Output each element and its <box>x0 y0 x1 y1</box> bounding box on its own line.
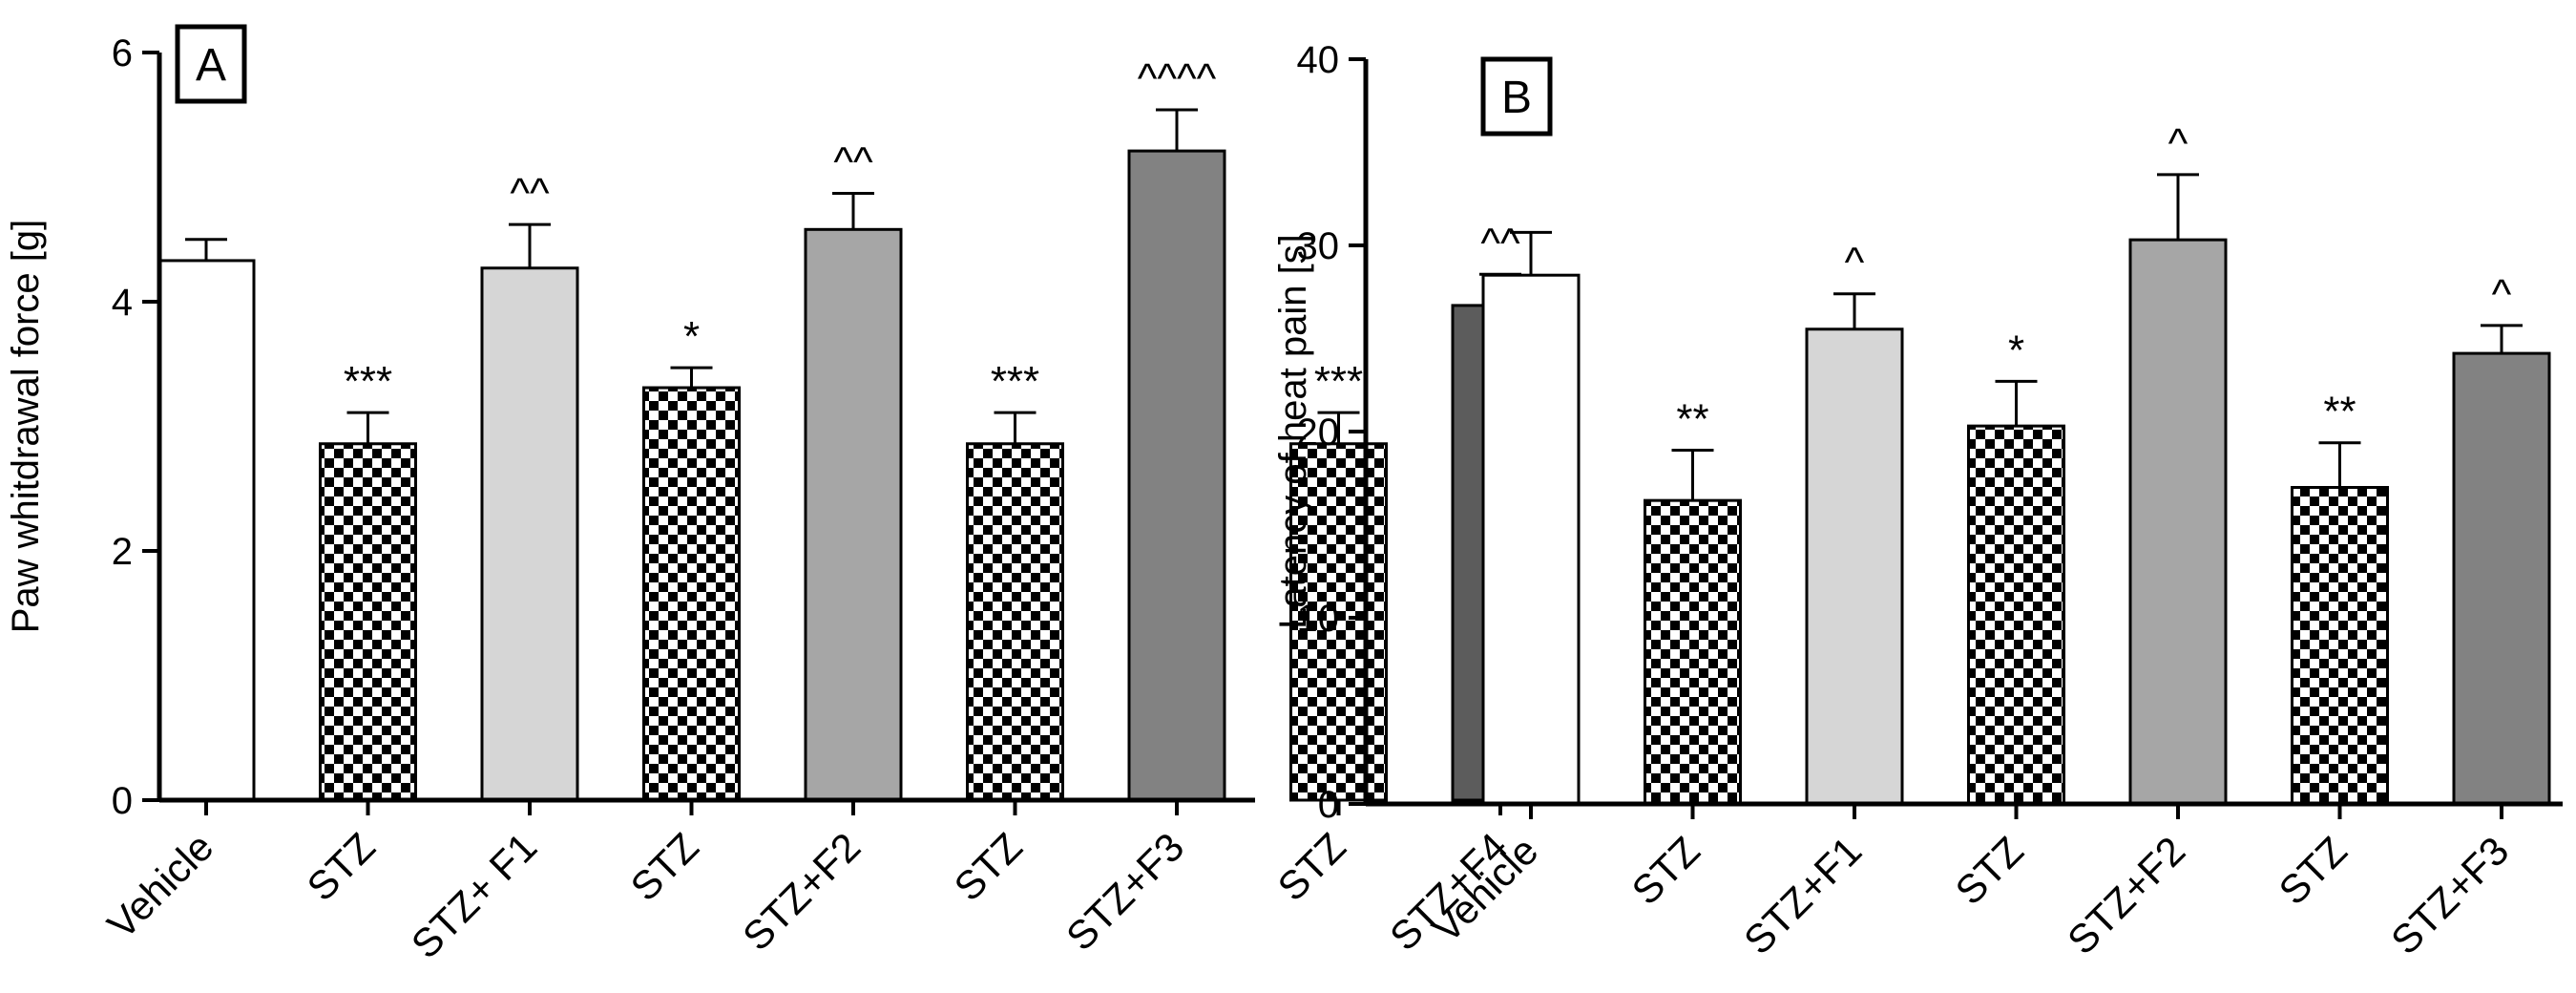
panel-b-y-axis-title: Latency of heat pain [s] <box>1272 234 1314 629</box>
panel-b-category-label: STZ <box>1947 828 2032 913</box>
panel-b-bar <box>2452 351 2551 806</box>
panel-a-chart: Vehicle *** STZ ^^ STZ+ F1 * STZ ^^ STZ+F2 *** STZ… <box>5 24 1550 967</box>
panel-a-y-tick-label: 2 <box>112 531 133 573</box>
panel-b-bar <box>1967 424 2065 806</box>
panel-b-significance-label: * <box>2008 327 2024 373</box>
panel-a-significance-label: *** <box>991 358 1039 405</box>
panel-b-significance-label: ** <box>2323 389 2356 435</box>
panel-a-category-label: STZ <box>299 824 384 909</box>
panel-b-bar <box>1644 498 1742 806</box>
panel-b-bar <box>1481 273 1581 806</box>
panel-b-category-label: STZ <box>2271 828 2356 913</box>
panel-a-y-tick-label: 4 <box>112 282 133 324</box>
panel-a-bar <box>157 259 256 802</box>
panel-a-label-box <box>175 24 247 104</box>
panel-a-y-axis-title: Paw whitdrawal force [g] <box>5 220 47 634</box>
panel-a-bar <box>480 266 579 802</box>
panel-a-significance-label: *** <box>1314 358 1363 405</box>
panel-a-significance-label: ^^ <box>833 138 873 185</box>
panel-a-significance-label: ^^ <box>510 170 550 217</box>
panel-a-bar <box>319 442 417 802</box>
panel-b-y-tick-label: 40 <box>1297 39 1340 81</box>
panel-b-y-tick-label: 10 <box>1297 598 1340 640</box>
panel-b-y-tick-label: 20 <box>1297 412 1340 454</box>
panel-a-significance-label: ^^ <box>1480 220 1520 266</box>
panel-b-label-box <box>1480 56 1553 137</box>
panel-b-significance-label: ** <box>1676 396 1708 443</box>
panel-a-bar <box>804 227 903 802</box>
panel-a-bar <box>1127 149 1226 802</box>
panel-b-category-label: STZ+F1 <box>1735 828 1870 962</box>
panel-a-bar <box>1289 442 1388 802</box>
panel-b-y-tick-label: 0 <box>1318 784 1339 826</box>
panel-a-significance-label: *** <box>344 358 392 405</box>
panel-b-bar <box>1805 327 1904 806</box>
panel-a-category-label: Vehicle <box>98 824 221 947</box>
panel-b-significance-label: ^ <box>2168 120 2189 167</box>
panel-b-bar <box>2291 486 2389 806</box>
panel-b-label: B <box>1501 73 1532 123</box>
panel-a-y-tick-label: 0 <box>112 780 133 822</box>
panel-b-y-tick-label: 30 <box>1297 225 1340 267</box>
panel-b-significance-label: ^ <box>2492 271 2512 318</box>
panel-a-category-label: STZ <box>1269 824 1354 909</box>
panel-b-bar <box>2128 238 2228 806</box>
panel-a-significance-label: ^^^^ <box>1138 55 1217 102</box>
panel-a-category-label: STZ <box>622 824 707 909</box>
panel-a-category-label: STZ+F2 <box>734 824 869 959</box>
panel-b-category-label: STZ+F2 <box>2059 828 2193 962</box>
panel-a-category-label: STZ <box>946 824 1031 909</box>
panel-a-label: A <box>196 40 226 91</box>
panel-a-bar <box>966 442 1064 802</box>
panel-a-significance-label: * <box>683 313 700 360</box>
panel-b-category-label: STZ+F3 <box>2382 828 2517 962</box>
panel-a-y-tick-label: 6 <box>112 32 133 74</box>
panel-a-category-label: STZ+ F1 <box>403 824 546 967</box>
panel-a-bar <box>642 386 741 802</box>
panel-a-category-label: STZ+F3 <box>1058 824 1192 959</box>
panel-b-significance-label: ^ <box>1845 240 1865 286</box>
panel-b-category-label: STZ <box>1623 828 1708 913</box>
